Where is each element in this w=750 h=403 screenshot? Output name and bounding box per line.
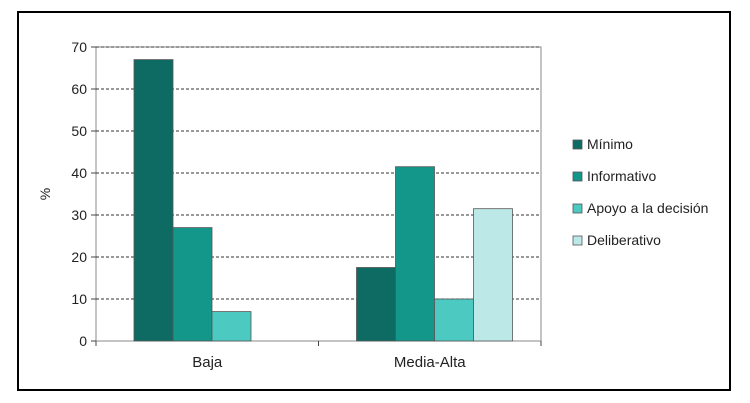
legend-label: Informativo <box>587 168 656 184</box>
legend-label: Deliberativo <box>587 232 661 248</box>
y-tick-label: 70 <box>71 39 87 55</box>
bar <box>133 59 174 342</box>
legend-swatch <box>572 139 583 150</box>
x-tick-label: Media-Alta <box>394 354 466 371</box>
legend-swatch <box>572 235 583 246</box>
bar <box>356 267 396 342</box>
x-tick-label: Baja <box>192 354 223 371</box>
y-tick-label: 30 <box>71 207 87 223</box>
y-tick-label: 40 <box>71 165 87 181</box>
legend-label: Mínimo <box>587 136 633 152</box>
bar <box>172 227 213 342</box>
y-axis-title: % <box>37 188 53 200</box>
y-tick-label: 10 <box>71 291 87 307</box>
bar <box>211 311 252 342</box>
y-tick-label: 60 <box>71 81 87 97</box>
y-tick-label: 50 <box>71 123 87 139</box>
legend-swatch <box>572 203 583 214</box>
bar <box>473 208 513 342</box>
legend-swatch <box>572 171 583 182</box>
legend-label: Apoyo a la decisión <box>587 200 708 216</box>
y-tick-label: 0 <box>79 333 87 349</box>
bar <box>434 298 474 342</box>
bar <box>395 166 435 342</box>
y-tick-label: 20 <box>71 249 87 265</box>
